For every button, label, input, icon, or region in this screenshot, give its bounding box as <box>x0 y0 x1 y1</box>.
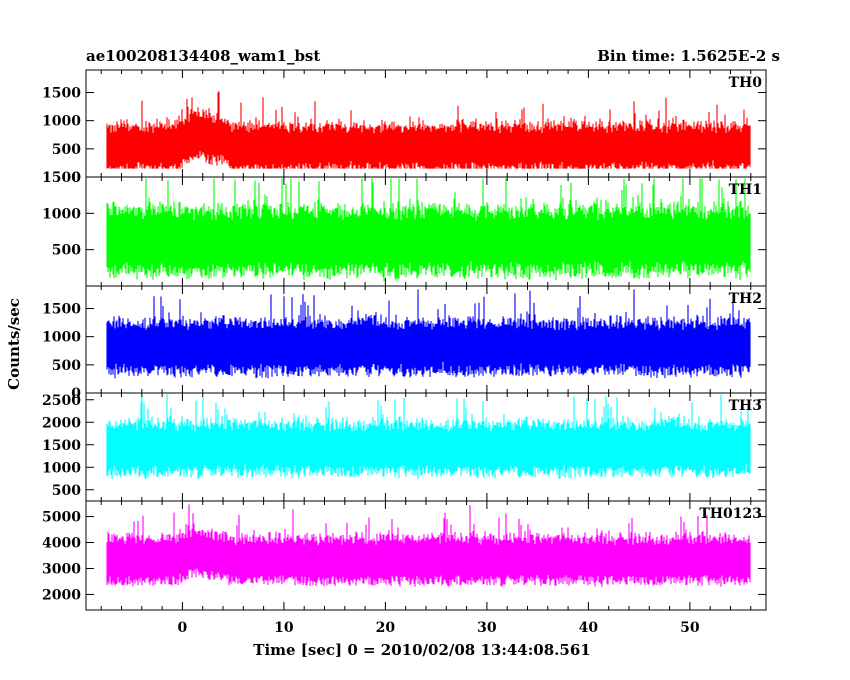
chart-title-left: ae100208134408_wam1_bst <box>86 47 320 65</box>
panel-th2: 0 500 1000 1500 TH2 <box>42 285 767 402</box>
y-tick-label: 4000 <box>42 536 81 552</box>
panel-th0123: 2000 3000 4000 5000 TH0123 <box>42 500 767 611</box>
y-tick-label: 1500 <box>42 86 81 102</box>
y-tick-label: 1000 <box>42 114 81 130</box>
x-tick-label: 30 <box>477 620 497 636</box>
series-th2 <box>106 289 751 379</box>
y-tick-label: 500 <box>52 358 81 374</box>
x-tick-label: 50 <box>680 620 700 636</box>
y-tick-label: 500 <box>52 243 81 259</box>
y-tick-label: 5000 <box>42 510 81 526</box>
y-tick-label: 2000 <box>42 587 81 603</box>
panel-th3: 500 1000 1500 2000 2500 TH3 <box>42 392 767 502</box>
y-tick-label: 1500 <box>42 438 81 454</box>
y-tick-label: 1500 <box>42 170 81 186</box>
y-tick-label: 1500 <box>42 302 81 318</box>
y-tick-label: 500 <box>52 142 81 158</box>
panels-layer: 050010001500TH050010001500TH105001000150… <box>42 69 767 636</box>
panel-label-th3: TH3 <box>729 398 762 414</box>
x-axis-label: Time [sec] 0 = 2010/02/08 13:44:08.561 <box>253 641 590 659</box>
y-tick-label: 2000 <box>42 415 81 431</box>
x-tick-label: 0 <box>178 620 188 636</box>
y-tick-label: 1000 <box>42 330 81 346</box>
series-th3 <box>106 394 751 479</box>
panel-th1: 500 1000 1500 TH1 <box>42 170 767 287</box>
panel-th0: 0 500 1000 1500 TH0 <box>42 69 767 186</box>
panel-label-th2: TH2 <box>729 291 762 307</box>
y-tick-label: 1000 <box>42 460 81 476</box>
series-th0123 <box>106 504 751 587</box>
panel-label-th0: TH0 <box>729 75 763 91</box>
panel-label-th1: TH1 <box>729 182 762 198</box>
x-tick-label: 40 <box>579 620 599 636</box>
y-tick-label: 0 <box>71 386 81 402</box>
y-tick-label: 3000 <box>42 561 81 577</box>
y-axis-label: Counts/sec <box>5 298 23 390</box>
chart-title-right: Bin time: 1.5625E-2 s <box>597 47 780 65</box>
y-tick-label: 2500 <box>42 393 81 409</box>
y-tick-label: 1000 <box>42 206 81 222</box>
panel-label-th0123: TH0123 <box>699 506 762 522</box>
y-tick-label: 500 <box>52 483 81 499</box>
y-tick-label: 0 <box>71 170 81 186</box>
series-th0 <box>106 91 751 169</box>
series-th1 <box>106 178 751 282</box>
x-tick-label: 20 <box>376 620 396 636</box>
x-tick-label: 10 <box>274 620 294 636</box>
